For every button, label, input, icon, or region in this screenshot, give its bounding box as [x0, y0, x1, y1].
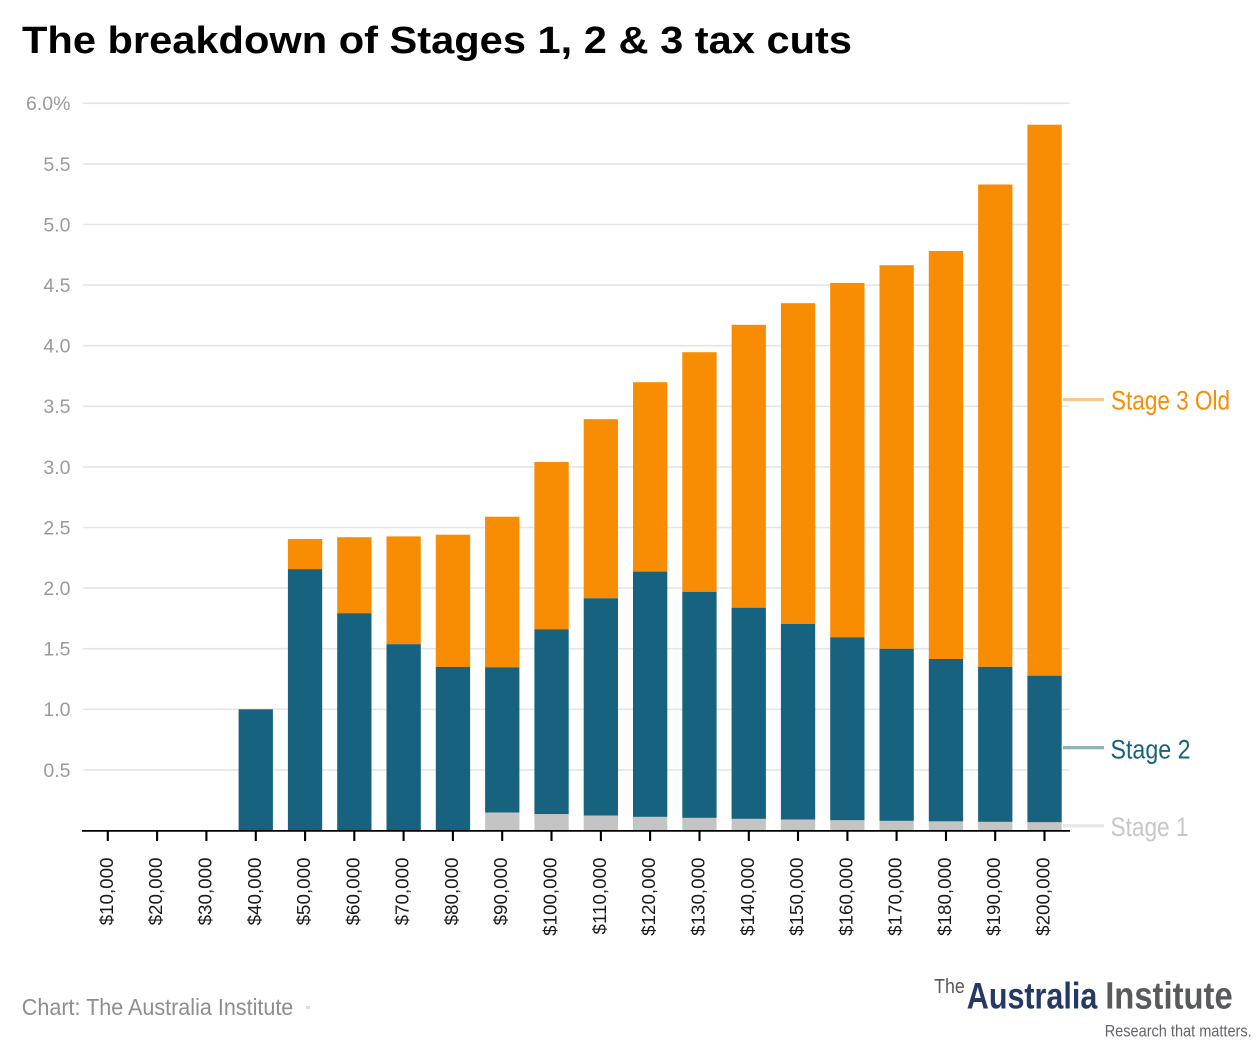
svg-text:The breakdown of Stages 1, 2 &: The breakdown of Stages 1, 2 & 3 tax cut… — [22, 20, 852, 62]
svg-text:1.0: 1.0 — [43, 699, 70, 721]
svg-text:Stage 2: Stage 2 — [1111, 735, 1191, 765]
svg-text:$40,000: $40,000 — [244, 858, 265, 926]
svg-text:3.5: 3.5 — [43, 396, 70, 418]
svg-text:Stage 1: Stage 1 — [1111, 812, 1189, 842]
svg-text:The: The — [934, 976, 965, 998]
svg-text:0.5: 0.5 — [43, 760, 70, 782]
svg-text:Stage 3 Old: Stage 3 Old — [1111, 386, 1230, 416]
svg-text:$20,000: $20,000 — [145, 858, 166, 926]
svg-text:$60,000: $60,000 — [342, 858, 363, 926]
svg-text:$50,000: $50,000 — [293, 858, 314, 926]
svg-text:$90,000: $90,000 — [490, 858, 511, 926]
svg-text:1.5: 1.5 — [43, 639, 70, 661]
svg-text:$190,000: $190,000 — [983, 858, 1004, 936]
svg-text:$80,000: $80,000 — [441, 858, 462, 926]
svg-text:Australia: Australia — [967, 975, 1098, 1017]
svg-text:$130,000: $130,000 — [688, 858, 709, 936]
svg-text:Research that matters.: Research that matters. — [1105, 1023, 1252, 1041]
svg-text:$120,000: $120,000 — [638, 858, 659, 936]
svg-text:$70,000: $70,000 — [392, 858, 413, 926]
svg-text:$200,000: $200,000 — [1033, 858, 1054, 936]
svg-text:$180,000: $180,000 — [934, 858, 955, 936]
svg-text:$160,000: $160,000 — [835, 858, 856, 936]
svg-text:$10,000: $10,000 — [96, 858, 117, 926]
svg-text:3.0: 3.0 — [43, 457, 70, 479]
svg-text:$150,000: $150,000 — [786, 858, 807, 936]
svg-text:$170,000: $170,000 — [885, 858, 906, 936]
svg-text:$140,000: $140,000 — [737, 858, 758, 936]
svg-text:4.5: 4.5 — [43, 275, 70, 297]
svg-text:$100,000: $100,000 — [540, 858, 561, 936]
svg-text:$110,000: $110,000 — [589, 858, 610, 935]
svg-text:$30,000: $30,000 — [194, 858, 215, 926]
svg-text:4.0: 4.0 — [43, 336, 70, 358]
svg-text:5.0: 5.0 — [43, 214, 70, 236]
svg-text:5.5: 5.5 — [43, 154, 70, 176]
svg-text:6.0%: 6.0% — [26, 93, 70, 115]
svg-text:2.5: 2.5 — [43, 517, 70, 539]
svg-text:Chart: The Australia Institute: Chart: The Australia Institute — [22, 994, 294, 1020]
svg-text:Institute: Institute — [1105, 976, 1233, 1018]
svg-text:2.0: 2.0 — [43, 578, 70, 600]
